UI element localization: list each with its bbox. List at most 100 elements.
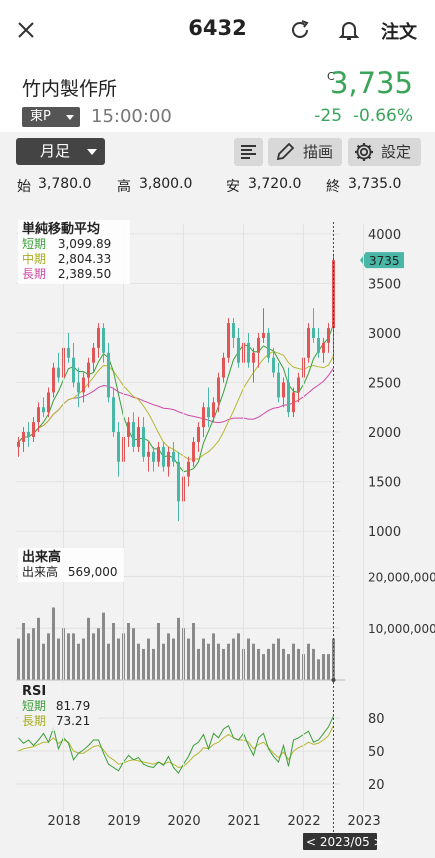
candle <box>267 332 270 358</box>
candle <box>197 427 200 442</box>
volume-bar <box>167 633 170 680</box>
ma-mid: 中期 2,804.33 <box>22 252 126 267</box>
candle <box>262 332 265 338</box>
volume-bar <box>237 633 240 680</box>
candle <box>317 337 320 353</box>
ma-mid-value: 2,804.33 <box>57 252 112 266</box>
candle <box>42 407 45 413</box>
candle <box>222 357 225 378</box>
candle <box>287 382 290 413</box>
dropdown-icon <box>87 149 97 155</box>
candle <box>137 427 140 447</box>
price-axis-label: 1000 <box>368 525 401 540</box>
period-select[interactable]: 月足 <box>16 138 105 165</box>
volume-bar <box>292 643 295 680</box>
volume-bar <box>212 633 215 680</box>
candle <box>327 328 330 343</box>
volume-bar <box>117 638 120 680</box>
candle <box>157 446 160 462</box>
settings-button[interactable]: 設定 <box>348 138 421 166</box>
rsi-long-value: 73.21 <box>55 714 91 728</box>
high-value: 3,800.0 <box>139 176 193 192</box>
volume-bar <box>322 654 325 680</box>
volume-legend: 出来高 出来高 569,000 <box>18 548 124 582</box>
volume-bar <box>147 638 150 680</box>
price-axis-label: 3500 <box>368 277 401 292</box>
market-select[interactable]: 東P <box>22 107 80 127</box>
candle <box>107 352 110 398</box>
page-title: 6432 <box>188 16 247 40</box>
price-flag: C <box>327 70 335 83</box>
candle <box>82 377 85 393</box>
volume-value: 569,000 <box>67 565 118 579</box>
volume-bar <box>42 643 45 680</box>
volume-bar <box>87 617 90 680</box>
volume-value-label: 出来高 <box>22 565 59 579</box>
candle <box>252 352 255 363</box>
candle <box>147 451 150 457</box>
candle <box>232 323 235 338</box>
price-axis-label: 1500 <box>368 476 401 491</box>
volume-bar <box>172 638 175 680</box>
candle <box>87 362 90 378</box>
volume-title: 出来高 <box>22 550 62 565</box>
candle <box>177 461 180 502</box>
cursor-date-label: < 2023/05 > <box>306 835 384 849</box>
candle <box>142 427 145 457</box>
ma-short-label: 短期 <box>22 237 47 251</box>
price-tag-label: 3735 <box>369 254 400 268</box>
volume-bar <box>232 638 235 680</box>
indicator-list-button[interactable] <box>234 138 263 166</box>
stock-chart[interactable]: 4000 3500 3000 2500 2000 1500 1000 3735 20,000,0… <box>0 196 435 858</box>
candle <box>167 451 170 467</box>
volume-bar <box>67 633 70 680</box>
volume-bar <box>112 623 115 680</box>
open-label: 始 <box>17 179 31 195</box>
volume-bar <box>247 638 250 680</box>
volume-bar <box>27 633 30 680</box>
dropdown-icon <box>66 115 74 120</box>
change-value: -25 <box>314 106 343 126</box>
rsi-short-value: 81.79 <box>55 699 91 713</box>
volume-bar <box>272 643 275 680</box>
year-label: 2021 <box>228 814 261 829</box>
refresh-icon[interactable] <box>288 18 312 42</box>
volume-bar <box>17 638 20 680</box>
rsi-short: 短期 81.79 <box>22 699 94 714</box>
order-button[interactable]: 注文 <box>381 22 417 43</box>
volume-bar <box>287 654 290 680</box>
volume-bar <box>152 648 155 680</box>
candle <box>237 337 240 363</box>
candle <box>297 377 300 393</box>
candle <box>152 451 155 462</box>
volume-bar <box>102 612 105 680</box>
year-label: 2019 <box>108 814 141 829</box>
draw-button[interactable]: 描画 <box>268 138 342 166</box>
candle <box>277 372 280 398</box>
high-label: 高 <box>117 179 131 195</box>
candle <box>27 432 30 437</box>
bell-icon[interactable] <box>337 18 361 42</box>
candle <box>127 422 130 437</box>
ma-mid-line <box>18 351 334 460</box>
volume-bar <box>92 633 95 680</box>
ma-short-line <box>18 324 334 473</box>
volume-bar <box>217 643 220 680</box>
volume-bar <box>47 633 50 680</box>
chart-toolbar: 月足 描画 設定 <box>0 132 435 196</box>
close-icon[interactable] <box>14 18 38 42</box>
candle <box>47 392 50 413</box>
chart-area[interactable] <box>0 196 435 858</box>
change-percent: -0.66% <box>352 106 413 126</box>
price-change: -25 -0.66% <box>314 106 413 126</box>
rsi-long-line <box>18 725 334 769</box>
volume-bar <box>282 648 285 680</box>
ma-long-line <box>18 367 334 443</box>
volume-bar <box>202 638 205 680</box>
candle <box>112 397 115 433</box>
volume-bar <box>77 643 80 680</box>
draw-label: 描画 <box>303 143 334 161</box>
volume-axis-label: 20,000,000 <box>368 570 435 584</box>
price-axis-label: 3000 <box>368 327 401 342</box>
volume-bar <box>162 643 165 680</box>
